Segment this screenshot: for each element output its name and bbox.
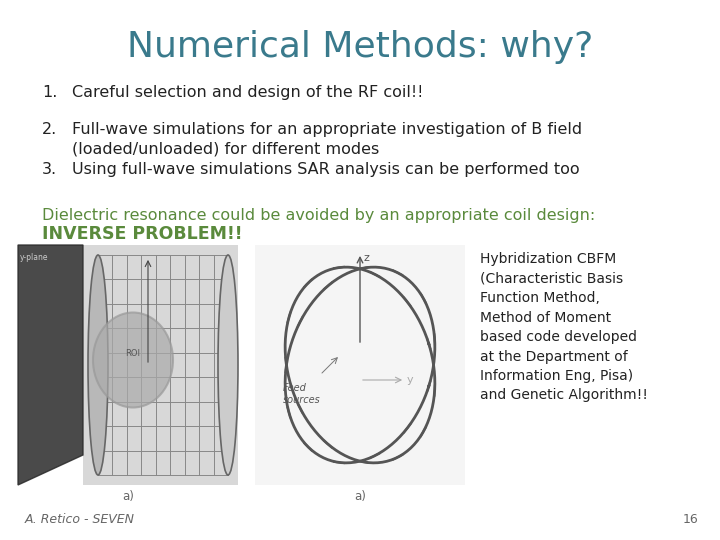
Text: 16: 16	[683, 513, 698, 526]
Text: a): a)	[354, 490, 366, 503]
Text: A. Retico - SEVEN: A. Retico - SEVEN	[25, 513, 135, 526]
Text: INVERSE PROBLEM!!: INVERSE PROBLEM!!	[42, 225, 243, 243]
Bar	[83, 245, 238, 485]
Text: Feed
sources: Feed sources	[283, 383, 320, 404]
Text: y-plane: y-plane	[20, 253, 48, 262]
Text: 2.: 2.	[42, 122, 58, 137]
Text: Full-wave simulations for an appropriate investigation of B field
(loaded/unload: Full-wave simulations for an appropriate…	[72, 122, 582, 157]
Ellipse shape	[88, 255, 108, 475]
Text: Using full-wave simulations SAR analysis can be performed too: Using full-wave simulations SAR analysis…	[72, 162, 580, 177]
Text: Numerical Methods: why?: Numerical Methods: why?	[127, 30, 593, 64]
Text: 3.: 3.	[42, 162, 57, 177]
Text: a): a)	[122, 490, 134, 503]
Bar	[255, 245, 465, 485]
Text: z: z	[363, 253, 369, 263]
Text: Dielectric resonance could be avoided by an appropriate coil design:: Dielectric resonance could be avoided by…	[42, 208, 595, 223]
Text: ROI: ROI	[125, 348, 140, 357]
Text: 1.: 1.	[42, 85, 58, 100]
Text: y: y	[407, 375, 413, 385]
Ellipse shape	[218, 255, 238, 475]
Text: Hybridization CBFM
(Characteristic Basis
Function Method,
Method of Moment
based: Hybridization CBFM (Characteristic Basis…	[480, 252, 648, 402]
Ellipse shape	[93, 313, 173, 408]
Polygon shape	[18, 245, 83, 485]
Text: Careful selection and design of the RF coil!!: Careful selection and design of the RF c…	[72, 85, 423, 100]
